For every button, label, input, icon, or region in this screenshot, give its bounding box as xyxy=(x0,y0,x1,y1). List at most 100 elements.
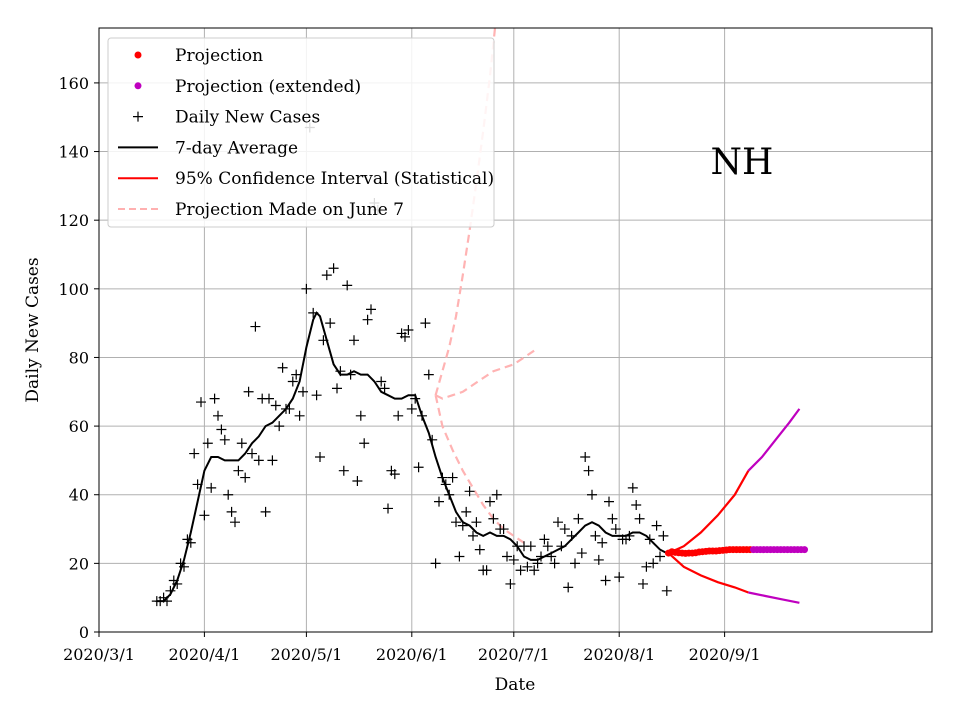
x-tick-label: 2020/9/1 xyxy=(689,645,761,664)
june7-projection-mid-line xyxy=(435,349,535,400)
daily-case-marker xyxy=(298,386,308,397)
y-tick-label: 0 xyxy=(79,623,89,642)
daily-case-marker xyxy=(508,554,519,565)
june7-projection-upper-line xyxy=(434,28,497,396)
daily-case-marker xyxy=(406,403,417,414)
daily-case-marker xyxy=(247,448,257,459)
daily-case-marker xyxy=(270,400,281,411)
daily-case-marker xyxy=(515,565,526,576)
daily-case-marker xyxy=(287,376,298,387)
daily-case-marker xyxy=(434,496,444,507)
daily-case-marker xyxy=(301,283,312,294)
daily-case-marker xyxy=(570,558,580,569)
daily-case-marker xyxy=(454,551,465,562)
daily-case-marker xyxy=(576,548,587,559)
daily-case-marker xyxy=(522,561,533,572)
ci-lower-line xyxy=(667,552,749,594)
daily-case-marker xyxy=(502,551,512,562)
daily-case-marker xyxy=(202,438,213,449)
daily-case-marker xyxy=(474,544,485,555)
daily-case-marker xyxy=(563,582,574,593)
x-tick-label: 2020/4/1 xyxy=(168,645,240,664)
daily-case-marker xyxy=(383,503,393,514)
daily-case-marker xyxy=(447,472,458,483)
daily-case-marker xyxy=(267,455,278,466)
daily-case-marker xyxy=(468,530,478,541)
daily-case-marker xyxy=(226,506,237,517)
daily-case-marker xyxy=(376,376,387,387)
daily-case-marker xyxy=(638,578,648,589)
legend-dot-marker xyxy=(134,51,142,59)
daily-case-marker xyxy=(196,397,206,408)
daily-case-marker xyxy=(505,578,516,589)
daily-case-marker xyxy=(400,331,410,342)
y-tick-label: 160 xyxy=(58,74,89,93)
x-tick-label: 2020/6/1 xyxy=(376,645,448,664)
daily-case-marker xyxy=(338,465,349,476)
daily-case-marker xyxy=(651,520,662,531)
daily-case-marker xyxy=(658,530,669,541)
daily-case-marker xyxy=(471,517,482,528)
daily-case-marker xyxy=(573,513,584,524)
daily-case-marker xyxy=(393,410,404,421)
daily-case-marker xyxy=(607,513,618,524)
y-tick-label: 80 xyxy=(69,348,89,367)
daily-case-marker xyxy=(553,517,563,528)
daily-case-marker xyxy=(366,304,376,315)
legend-dot-marker xyxy=(134,82,142,90)
daily-case-marker xyxy=(631,500,642,511)
daily-case-marker xyxy=(359,438,370,449)
x-axis: 2020/3/1 2020/4/1 2020/5/1 2020/6/1 2020/7/1… xyxy=(63,632,761,664)
x-axis-label: Date xyxy=(495,675,536,695)
daily-case-marker xyxy=(488,513,499,524)
legend-box xyxy=(107,37,495,228)
daily-case-marker xyxy=(342,280,353,291)
daily-case-marker xyxy=(600,575,611,586)
daily-case-marker xyxy=(355,410,366,421)
daily-case-marker xyxy=(430,558,441,569)
plot-area xyxy=(151,28,808,607)
daily-case-marker xyxy=(253,455,264,466)
daily-case-marker xyxy=(389,469,400,480)
daily-case-marker xyxy=(420,318,431,329)
daily-case-marker xyxy=(209,393,220,404)
daily-case-marker xyxy=(491,489,502,500)
daily-case-marker xyxy=(332,383,342,394)
x-tick-label: 2020/5/1 xyxy=(270,645,342,664)
daily-case-marker xyxy=(294,410,305,421)
daily-case-marker xyxy=(311,390,322,401)
x-tick-label: 2020/7/1 xyxy=(478,645,550,664)
legend-label: Projection Made on June 7 xyxy=(175,200,404,220)
x-tick-label: 2020/3/1 xyxy=(63,645,135,664)
daily-case-marker xyxy=(325,318,336,329)
y-tick-label: 100 xyxy=(58,280,89,299)
y-axis-label: Daily New Cases xyxy=(23,257,43,402)
daily-case-marker xyxy=(206,482,217,493)
daily-case-marker xyxy=(587,489,597,500)
daily-case-marker xyxy=(352,476,363,486)
legend-label: 95% Confidence Interval (Statistical) xyxy=(175,169,494,189)
y-tick-label: 120 xyxy=(58,211,89,230)
daily-case-marker xyxy=(529,565,540,576)
legend-label: 7-day Average xyxy=(175,138,298,158)
daily-case-marker xyxy=(525,541,536,552)
daily-case-marker xyxy=(291,369,302,380)
daily-case-marker xyxy=(274,421,285,432)
daily-case-marker xyxy=(179,561,189,572)
daily-case-marker xyxy=(349,335,359,346)
daily-case-marker xyxy=(379,383,390,394)
plot-frame xyxy=(98,27,933,633)
daily-case-marker xyxy=(661,585,672,596)
daily-case-marker xyxy=(641,561,652,572)
y-axis: 0 20 40 60 80 100 120 140 160 xyxy=(58,74,99,642)
legend-label: Projection (extended) xyxy=(175,77,361,97)
daily-case-marker xyxy=(321,270,332,281)
daily-case-marker xyxy=(634,513,645,524)
daily-case-marker xyxy=(610,524,621,535)
state-annotation: NH xyxy=(711,142,774,183)
daily-case-marker xyxy=(655,551,665,562)
daily-case-marker xyxy=(464,486,475,497)
daily-case-marker xyxy=(223,489,234,500)
legend-plus-marker xyxy=(133,111,143,122)
